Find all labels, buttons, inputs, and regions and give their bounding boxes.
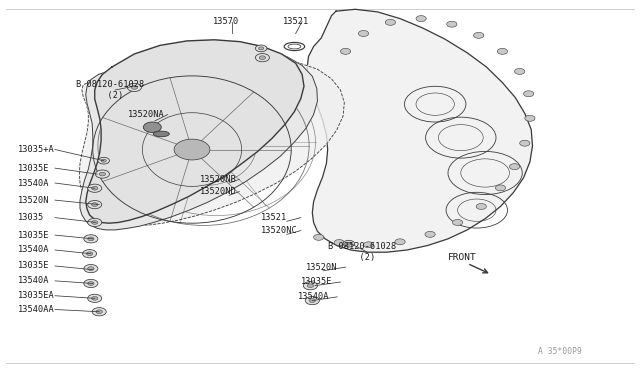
Circle shape bbox=[127, 83, 141, 92]
Circle shape bbox=[309, 299, 316, 302]
Text: 13540AA: 13540AA bbox=[18, 305, 54, 314]
Circle shape bbox=[497, 48, 508, 54]
Text: 13035E: 13035E bbox=[18, 164, 49, 173]
Circle shape bbox=[255, 45, 267, 52]
Circle shape bbox=[92, 203, 98, 206]
Circle shape bbox=[98, 157, 109, 164]
Circle shape bbox=[88, 218, 102, 227]
Circle shape bbox=[88, 184, 102, 192]
Circle shape bbox=[509, 164, 520, 170]
Circle shape bbox=[84, 264, 98, 273]
Circle shape bbox=[524, 91, 534, 97]
Circle shape bbox=[101, 159, 106, 162]
Polygon shape bbox=[79, 60, 344, 225]
Circle shape bbox=[88, 267, 94, 270]
Text: 13520N: 13520N bbox=[18, 196, 49, 205]
Circle shape bbox=[452, 219, 463, 225]
Circle shape bbox=[131, 86, 138, 89]
Text: 13570: 13570 bbox=[212, 17, 239, 26]
Circle shape bbox=[495, 185, 506, 191]
Circle shape bbox=[143, 122, 161, 132]
Circle shape bbox=[474, 32, 484, 38]
Text: B 08120-61028
      (2): B 08120-61028 (2) bbox=[76, 80, 144, 100]
Circle shape bbox=[88, 237, 94, 241]
Circle shape bbox=[343, 240, 355, 247]
Circle shape bbox=[259, 56, 266, 60]
Circle shape bbox=[86, 252, 93, 256]
Circle shape bbox=[84, 279, 98, 288]
Text: 13540A: 13540A bbox=[18, 276, 49, 285]
Circle shape bbox=[83, 250, 97, 258]
Circle shape bbox=[447, 21, 457, 27]
Circle shape bbox=[88, 294, 102, 302]
Text: 13521: 13521 bbox=[261, 213, 287, 222]
Circle shape bbox=[425, 231, 435, 237]
Circle shape bbox=[305, 296, 319, 305]
Text: B 08120-61028
      (2): B 08120-61028 (2) bbox=[328, 242, 396, 262]
Circle shape bbox=[314, 234, 324, 240]
Circle shape bbox=[92, 308, 106, 316]
Circle shape bbox=[525, 115, 535, 121]
Text: 13520NC: 13520NC bbox=[261, 226, 298, 235]
Polygon shape bbox=[307, 9, 532, 252]
Polygon shape bbox=[86, 40, 304, 223]
Circle shape bbox=[95, 170, 109, 178]
Text: 13540A: 13540A bbox=[298, 292, 329, 301]
Text: 13035E: 13035E bbox=[18, 262, 49, 270]
Text: FRONT: FRONT bbox=[448, 253, 477, 262]
Ellipse shape bbox=[153, 131, 169, 137]
Text: 13035E: 13035E bbox=[301, 278, 332, 286]
Text: 13035+A: 13035+A bbox=[18, 145, 54, 154]
Text: 13035E: 13035E bbox=[18, 231, 49, 240]
Text: 13520ND: 13520ND bbox=[200, 187, 236, 196]
Circle shape bbox=[476, 203, 486, 209]
Circle shape bbox=[395, 239, 405, 245]
Circle shape bbox=[99, 172, 106, 176]
Text: A 35*00P9: A 35*00P9 bbox=[538, 347, 582, 356]
Circle shape bbox=[358, 31, 369, 36]
Circle shape bbox=[88, 282, 94, 285]
Circle shape bbox=[96, 310, 102, 314]
Circle shape bbox=[255, 54, 269, 62]
Circle shape bbox=[385, 19, 396, 25]
Text: 13540A: 13540A bbox=[18, 246, 49, 254]
Circle shape bbox=[303, 282, 317, 290]
Circle shape bbox=[364, 242, 374, 248]
Circle shape bbox=[88, 201, 102, 209]
Text: 13520N: 13520N bbox=[306, 263, 337, 272]
Circle shape bbox=[416, 16, 426, 22]
Circle shape bbox=[92, 296, 98, 300]
Polygon shape bbox=[80, 48, 317, 230]
Circle shape bbox=[84, 235, 98, 243]
Text: 13521: 13521 bbox=[283, 17, 309, 26]
Circle shape bbox=[334, 240, 344, 246]
Circle shape bbox=[92, 186, 98, 190]
Circle shape bbox=[346, 242, 351, 245]
Circle shape bbox=[307, 284, 314, 288]
Text: 13520NB: 13520NB bbox=[200, 175, 236, 184]
Text: 13035EA: 13035EA bbox=[18, 291, 54, 300]
Text: 13520NA: 13520NA bbox=[128, 110, 164, 119]
Text: 13540A: 13540A bbox=[18, 179, 49, 187]
Circle shape bbox=[520, 140, 530, 146]
Circle shape bbox=[174, 139, 210, 160]
Circle shape bbox=[183, 134, 224, 158]
Text: 13035: 13035 bbox=[18, 213, 44, 222]
Circle shape bbox=[92, 221, 98, 224]
Circle shape bbox=[340, 48, 351, 54]
Circle shape bbox=[515, 68, 525, 74]
Circle shape bbox=[259, 47, 264, 50]
